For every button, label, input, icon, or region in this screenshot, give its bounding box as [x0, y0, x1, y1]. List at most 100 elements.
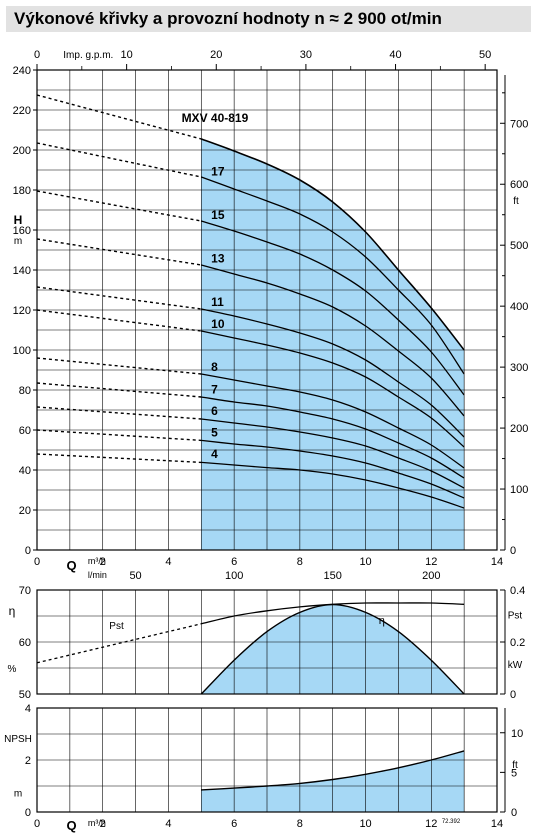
npsh-q-tick-label: 6: [231, 818, 237, 830]
head-y-tick-label: 180: [13, 185, 31, 197]
npsh-q-tick-label: 14: [491, 818, 503, 830]
curve-label-4: 4: [211, 447, 218, 461]
q-tick-label: 6: [231, 556, 237, 568]
curve-label-model: MXV 40-819: [182, 111, 249, 125]
figure-code: 72.392: [442, 819, 461, 825]
gpm-axis-label: Imp. g.p.m.: [63, 50, 113, 61]
ft-tick-label: 400: [510, 301, 528, 313]
eff-y-axis-unit: %: [8, 664, 17, 675]
head-curve-8: [201, 373, 465, 469]
head-curve-10: [201, 330, 465, 448]
ft-axis-name: ft: [513, 196, 519, 207]
head-curve-dashed: [36, 94, 202, 140]
npsh-ft-tick-label: 0: [511, 807, 517, 819]
npsh-q-axis-name: Q: [66, 818, 76, 833]
npsh-ft-tick-label: 5: [511, 767, 517, 779]
head-y-axis-unit: m: [14, 236, 22, 247]
npsh-y-tick-label: 4: [25, 703, 31, 715]
npsh-ft-tick-label: 10: [511, 728, 523, 740]
efficiency-curve-label: η: [379, 615, 385, 627]
curve-label-15: 15: [211, 208, 225, 222]
head-curve-6: [201, 418, 465, 489]
head-curve-4: [201, 461, 465, 509]
power-curve-label: Pst: [109, 621, 124, 632]
head-curve-15: [201, 220, 465, 396]
lmin-tick-label: 200: [422, 570, 440, 582]
q-tick-label: 8: [297, 556, 303, 568]
q-tick-label: 12: [425, 556, 437, 568]
head-y-tick-label: 140: [13, 265, 31, 277]
ft-tick-label: 600: [510, 179, 528, 191]
head-y-tick-label: 160: [13, 225, 31, 237]
head-curve-dashed: [36, 453, 202, 464]
head-y-axis-name: H: [14, 213, 23, 227]
npsh-q-tick-label: 12: [425, 818, 437, 830]
ft-tick-label: 200: [510, 423, 528, 435]
gpm-tick-label: 0: [34, 49, 40, 61]
ft-tick-label: 300: [510, 362, 528, 374]
npsh-y-tick-label: 2: [25, 755, 31, 767]
eff-y-axis-name: η: [9, 604, 16, 618]
lmin-tick-label: 50: [129, 570, 141, 582]
eff-y-tick-label: 60: [19, 637, 31, 649]
q-axis-name: Q: [66, 558, 76, 573]
curve-label-5: 5: [211, 425, 218, 439]
head-curve-dashed: [36, 406, 202, 420]
npsh-q-tick-label: 4: [165, 818, 171, 830]
npsh-curve: [201, 750, 465, 791]
eff-plot-frame: [36, 589, 498, 695]
gpm-tick-label: 10: [121, 49, 133, 61]
head-y-tick-label: 80: [19, 385, 31, 397]
head-y-tick-label: 120: [13, 305, 31, 317]
eff-y-tick-label: 50: [19, 689, 31, 701]
curve-label-8: 8: [211, 360, 218, 374]
q-tick-label: 2: [100, 556, 106, 568]
head-y-tick-label: 240: [13, 65, 31, 77]
npsh-q-tick-label: 8: [297, 818, 303, 830]
curve-label-17: 17: [211, 165, 225, 179]
head-curve-dashed: [36, 357, 202, 375]
head-y-tick-label: 60: [19, 425, 31, 437]
ft-tick-label: 700: [510, 118, 528, 130]
head-curve-MXV 40-819: [201, 138, 465, 351]
npsh-y-tick-label: 0: [25, 807, 31, 819]
head-curve-5: [201, 439, 465, 499]
head-curve-dashed: [36, 429, 202, 442]
head-curve-dashed: [36, 286, 202, 310]
head-y-tick-label: 100: [13, 345, 31, 357]
head-y-tick-label: 220: [13, 105, 31, 117]
lmin-tick-label: 100: [225, 570, 243, 582]
power-tick-label: 0.2: [510, 637, 525, 649]
head-curve-13: [201, 264, 465, 417]
curve-label-6: 6: [211, 404, 218, 418]
npsh-q-axis-unit: m³/h: [88, 818, 106, 828]
head-curve-dashed: [36, 190, 202, 222]
head-y-tick-label: 20: [19, 505, 31, 517]
page-title: Výkonové křivky a provozní hodnoty n ≈ 2…: [14, 9, 442, 28]
gpm-tick-label: 50: [479, 49, 491, 61]
curve-label-13: 13: [211, 252, 225, 266]
npsh-q-tick-label: 10: [359, 818, 371, 830]
head-curve-dashed: [36, 309, 202, 332]
power-axis-name: Pst: [508, 611, 523, 622]
ft-tick-label: 100: [510, 484, 528, 496]
npsh-y-axis-unit: m: [14, 789, 22, 800]
head-curve-dashed: [36, 142, 202, 178]
head-curve-17: [201, 176, 465, 375]
lmin-axis-label: l/min: [88, 570, 107, 580]
head-y-tick-label: 200: [13, 145, 31, 157]
gpm-tick-label: 40: [389, 49, 401, 61]
npsh-q-tick-label: 2: [100, 818, 106, 830]
npsh-y-axis-name: NPSH: [4, 734, 32, 745]
eff-y-tick-label: 70: [19, 585, 31, 597]
power-tick-label: 0.4: [510, 585, 525, 597]
npsh-ft-axis-name: ft: [512, 760, 518, 771]
header-bar: Výkonové křivky a provozní hodnoty n ≈ 2…: [6, 6, 531, 32]
head-curve-7: [201, 396, 465, 479]
gpm-tick-label: 20: [210, 49, 222, 61]
power-axis-unit: kW: [508, 660, 523, 671]
